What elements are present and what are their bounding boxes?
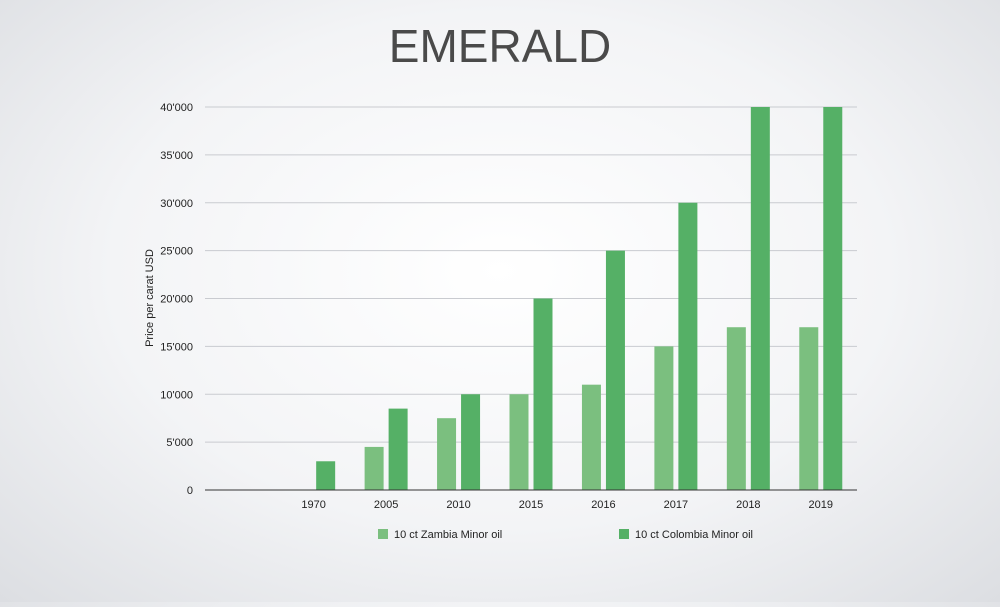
axes: 0 5'000 10'000 15'000 20'000 25'000 30'000 35'0… [160,102,857,511]
bar-zambia-2017 [654,346,674,490]
bar-colombia-2016 [605,250,625,490]
x-tick-label: 2017 [664,499,688,511]
x-tick-label: 2016 [591,499,615,511]
legend-label-zambia: 10 ct Zambia Minor oil [394,529,502,541]
x-tick-label: 1970 [301,499,325,511]
y-tick-label: 25'000 [160,246,193,258]
bar-zambia-2015 [509,394,529,490]
y-tick-label: 15'000 [160,341,193,353]
bar-colombia-2015 [533,298,553,490]
bar-colombia-2017 [678,202,698,490]
bar-zambia-2016 [581,384,601,490]
y-axis-label: Price per carat USD [144,249,156,347]
x-tick-label: 2005 [374,499,398,511]
y-tick-label: 5'000 [166,437,193,449]
y-tick-label: 0 [187,485,193,497]
legend-swatch-colombia [619,529,629,539]
x-tick-label: 2010 [446,499,470,511]
bars [316,107,843,490]
x-tick-label: 2015 [519,499,543,511]
y-tick-label: 20'000 [160,294,193,306]
legend: 10 ct Zambia Minor oil 10 ct Colombia Min… [378,529,753,541]
bar-colombia-2018 [750,107,770,490]
y-tick-label: 35'000 [160,150,193,162]
bar-colombia-2010 [461,394,481,490]
gridlines [205,106,857,443]
legend-label-colombia: 10 ct Colombia Minor oil [635,529,753,541]
bar-zambia-2018 [726,327,746,490]
x-tick-label: 2018 [736,499,760,511]
bar-colombia-2005 [388,408,408,490]
bar-colombia-2019 [823,107,843,490]
chart-title: EMERALD [389,20,611,72]
y-tick-label: 30'000 [160,198,193,210]
bar-zambia-2005 [364,446,384,490]
y-tick-label: 10'000 [160,389,193,401]
bar-colombia-1970 [316,461,336,490]
bar-zambia-2010 [437,418,457,490]
x-tick-label: 2019 [809,499,833,511]
y-tick-label: 40'000 [160,102,193,114]
bar-zambia-2019 [799,327,819,490]
legend-swatch-zambia [378,529,388,539]
